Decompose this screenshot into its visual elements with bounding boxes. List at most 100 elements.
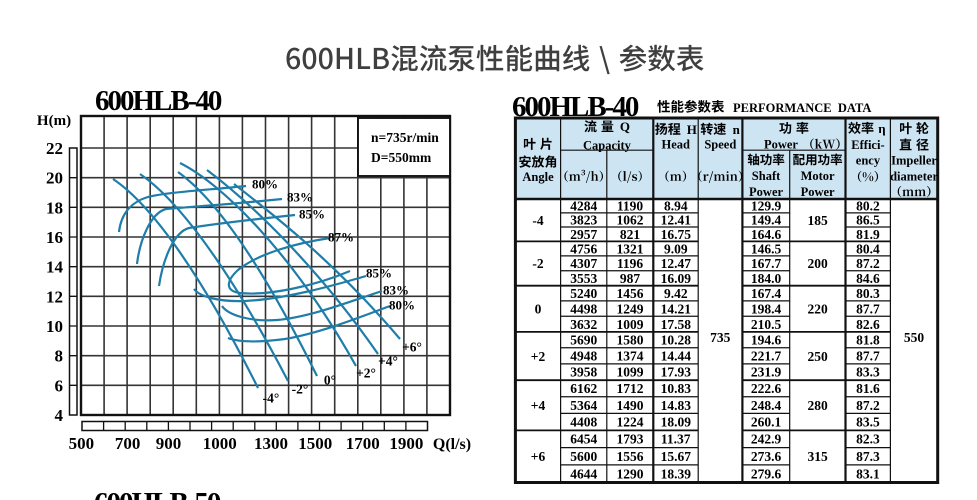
svg-text:1000: 1000 xyxy=(203,434,237,453)
svg-text:1900: 1900 xyxy=(389,434,423,453)
svg-text:+4: +4 xyxy=(531,398,546,413)
svg-text:198.4: 198.4 xyxy=(751,301,782,316)
svg-text:221.7: 221.7 xyxy=(751,349,782,364)
svg-text:17.58: 17.58 xyxy=(661,317,692,332)
svg-text:87.2: 87.2 xyxy=(856,398,880,413)
svg-text:500: 500 xyxy=(69,434,95,453)
svg-text:Angle: Angle xyxy=(522,170,554,184)
svg-text:80%: 80% xyxy=(389,298,415,313)
svg-text:16: 16 xyxy=(46,228,63,247)
svg-text:n=735r/min: n=735r/min xyxy=(371,130,439,145)
svg-text:14: 14 xyxy=(46,258,64,277)
svg-text:4408: 4408 xyxy=(570,415,597,430)
svg-text:167.4: 167.4 xyxy=(751,286,782,301)
svg-text:85%: 85% xyxy=(299,207,325,222)
svg-text:1249: 1249 xyxy=(617,301,644,316)
svg-text:ency: ency xyxy=(856,154,881,168)
svg-text:diameter: diameter xyxy=(890,170,938,184)
svg-text:10: 10 xyxy=(46,317,63,336)
svg-text:83.5: 83.5 xyxy=(856,415,880,430)
svg-text:550: 550 xyxy=(904,330,925,345)
svg-text:1224: 1224 xyxy=(617,415,644,430)
svg-text:83.3: 83.3 xyxy=(856,365,880,380)
svg-text:83.1: 83.1 xyxy=(856,467,880,482)
svg-text:220: 220 xyxy=(807,302,828,317)
svg-text:222.6: 222.6 xyxy=(751,381,782,396)
svg-text:22: 22 xyxy=(46,139,63,158)
svg-text:821: 821 xyxy=(620,227,641,242)
svg-text:3823: 3823 xyxy=(570,213,597,228)
svg-text:3958: 3958 xyxy=(570,365,597,380)
svg-text:81.9: 81.9 xyxy=(856,227,880,242)
svg-text:6162: 6162 xyxy=(570,381,597,396)
svg-text:Impeller: Impeller xyxy=(891,154,937,168)
svg-text:14.44: 14.44 xyxy=(661,349,692,364)
svg-text:12: 12 xyxy=(46,287,63,306)
svg-text:167.7: 167.7 xyxy=(751,256,782,271)
svg-text:4284: 4284 xyxy=(570,199,597,214)
svg-text:1321: 1321 xyxy=(617,241,644,256)
svg-text:82.6: 82.6 xyxy=(856,317,880,332)
svg-text:Shaft: Shaft xyxy=(752,169,781,183)
svg-text:1196: 1196 xyxy=(617,256,644,271)
svg-text:16.09: 16.09 xyxy=(661,271,692,286)
svg-text:194.6: 194.6 xyxy=(751,333,782,348)
svg-text:Power: Power xyxy=(764,138,798,152)
svg-text:4756: 4756 xyxy=(570,241,597,256)
svg-text:Effici-: Effici- xyxy=(851,138,884,152)
svg-text:9.42: 9.42 xyxy=(664,286,688,301)
svg-text:82.3: 82.3 xyxy=(856,432,880,447)
svg-text:Motor: Motor xyxy=(801,169,835,183)
svg-text:Q: Q xyxy=(620,119,630,134)
svg-text:14.21: 14.21 xyxy=(661,301,692,316)
svg-text:149.4: 149.4 xyxy=(751,213,782,228)
svg-text:248.4: 248.4 xyxy=(751,398,782,413)
svg-text:5690: 5690 xyxy=(570,333,597,348)
svg-text:85%: 85% xyxy=(366,266,392,281)
svg-text:1556: 1556 xyxy=(617,449,644,464)
svg-text:15.67: 15.67 xyxy=(661,449,692,464)
svg-text:12.41: 12.41 xyxy=(661,213,692,228)
svg-text:6454: 6454 xyxy=(570,432,597,447)
svg-text:18.39: 18.39 xyxy=(661,467,692,482)
svg-text:87.3: 87.3 xyxy=(856,449,880,464)
svg-text:1290: 1290 xyxy=(617,467,644,482)
svg-text:1062: 1062 xyxy=(617,213,644,228)
svg-text:4948: 4948 xyxy=(570,349,597,364)
svg-text:H(m): H(m) xyxy=(37,113,71,129)
svg-text:4: 4 xyxy=(55,406,64,425)
svg-text:80.2: 80.2 xyxy=(856,199,880,214)
svg-text:80.3: 80.3 xyxy=(856,286,880,301)
svg-text:4498: 4498 xyxy=(570,301,597,316)
svg-text:Speed: Speed xyxy=(704,138,736,152)
svg-text:6: 6 xyxy=(55,376,64,395)
svg-text:PERFORMANCE DATA: PERFORMANCE DATA xyxy=(733,101,871,115)
svg-text:83%: 83% xyxy=(383,283,409,298)
svg-text:184.0: 184.0 xyxy=(751,271,782,286)
svg-text:+6: +6 xyxy=(531,449,546,464)
svg-text:1374: 1374 xyxy=(617,349,644,364)
svg-text:1009: 1009 xyxy=(617,317,644,332)
svg-text:1300: 1300 xyxy=(254,434,288,453)
svg-text:250: 250 xyxy=(807,349,828,364)
svg-text:2957: 2957 xyxy=(570,227,597,242)
svg-text:-4: -4 xyxy=(532,213,543,228)
svg-text:Head: Head xyxy=(662,138,691,152)
svg-text:18.09: 18.09 xyxy=(661,415,692,430)
svg-text:Q(l/s): Q(l/s) xyxy=(433,436,471,453)
svg-text:+6°: +6° xyxy=(402,340,422,355)
svg-text:80%: 80% xyxy=(252,177,278,192)
svg-text:-2: -2 xyxy=(532,256,543,271)
svg-text:η: η xyxy=(878,121,885,136)
svg-text:185: 185 xyxy=(807,213,828,228)
svg-text:87.7: 87.7 xyxy=(856,301,880,316)
svg-text:4644: 4644 xyxy=(570,467,597,482)
svg-text:8: 8 xyxy=(55,347,64,366)
svg-text:5600: 5600 xyxy=(570,449,597,464)
svg-text:-2°: -2° xyxy=(292,382,309,397)
svg-text:20: 20 xyxy=(46,169,63,188)
svg-text:0: 0 xyxy=(535,302,542,317)
svg-text:Power: Power xyxy=(749,185,783,199)
svg-text:279.6: 279.6 xyxy=(751,467,782,482)
svg-text:16.75: 16.75 xyxy=(661,227,692,242)
